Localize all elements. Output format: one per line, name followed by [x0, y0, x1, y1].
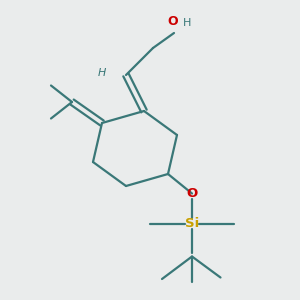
Text: Si: Si	[185, 217, 199, 230]
Text: H: H	[98, 68, 106, 79]
Text: H: H	[183, 18, 192, 28]
Text: O: O	[186, 187, 198, 200]
Text: O: O	[167, 15, 178, 28]
